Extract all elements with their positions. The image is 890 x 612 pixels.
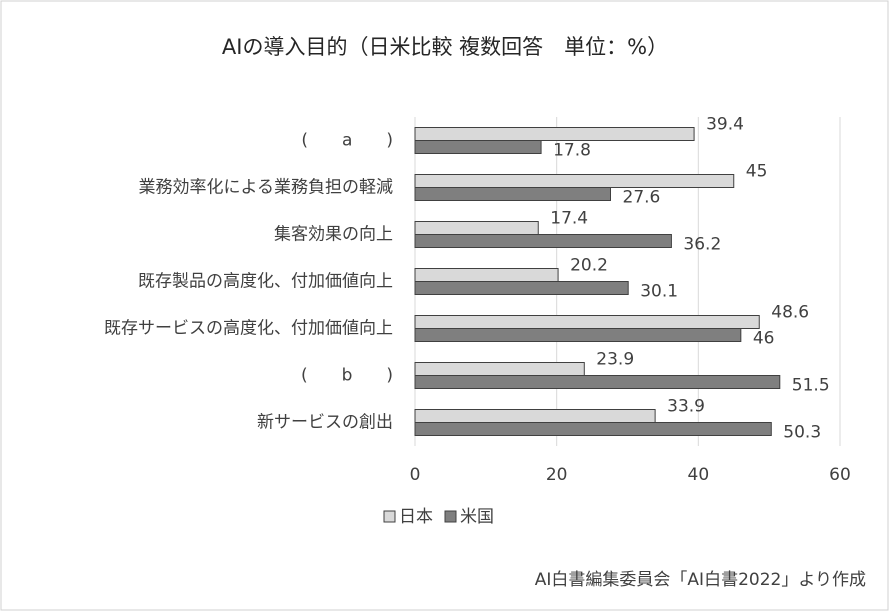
bar <box>414 127 695 141</box>
bar <box>414 234 672 248</box>
y-tick-label: 既存サービスの高度化、付加価値向上 <box>104 319 393 339</box>
bar <box>414 315 760 329</box>
source-note: AI白書編集委員会「AI白書2022」より作成 <box>535 570 866 590</box>
legend-swatch <box>383 510 396 523</box>
value-label: 39.4 <box>706 115 744 135</box>
value-label: 27.6 <box>623 188 661 208</box>
legend-label: 米国 <box>460 507 494 527</box>
value-label: 45 <box>746 162 768 182</box>
value-label: 48.6 <box>771 303 809 323</box>
value-label: 20.2 <box>570 256 608 276</box>
value-label: 36.2 <box>683 235 721 255</box>
bar <box>414 187 611 201</box>
y-tick-label: 既存製品の高度化、付加価値向上 <box>138 272 393 292</box>
x-tick-label: 40 <box>688 465 710 485</box>
y-tick-label: 業務効率化による業務負担の軽減 <box>139 178 394 198</box>
y-tick-label: ( a ) <box>301 131 393 151</box>
bar <box>414 221 539 235</box>
value-label: 30.1 <box>640 282 678 302</box>
bar <box>414 281 629 295</box>
y-tick-label: 集客効果の向上 <box>274 225 393 245</box>
bar <box>414 422 772 436</box>
bar <box>414 174 735 188</box>
value-label: 51.5 <box>792 376 830 396</box>
bar <box>414 328 742 342</box>
value-label: 17.8 <box>553 141 591 161</box>
chart-title: AIの導入目的（日米比較 複数回答 単位：%） <box>222 35 668 59</box>
bar <box>414 140 542 154</box>
value-label: 33.9 <box>667 397 705 417</box>
x-tick-label: 0 <box>410 465 421 485</box>
value-label: 17.4 <box>550 209 588 229</box>
value-label: 50.3 <box>783 423 821 443</box>
bar <box>414 268 559 282</box>
legend-label: 日本 <box>399 507 433 527</box>
bar <box>414 409 656 423</box>
y-tick-label: 新サービスの創出 <box>257 413 393 433</box>
legend-swatch <box>444 510 457 523</box>
x-tick-label: 60 <box>829 465 851 485</box>
value-label: 23.9 <box>596 350 634 370</box>
bar <box>414 375 781 389</box>
y-tick-label: ( b ) <box>301 366 393 386</box>
x-tick-label: 20 <box>546 465 568 485</box>
bar <box>414 362 585 376</box>
value-label: 46 <box>753 329 775 349</box>
